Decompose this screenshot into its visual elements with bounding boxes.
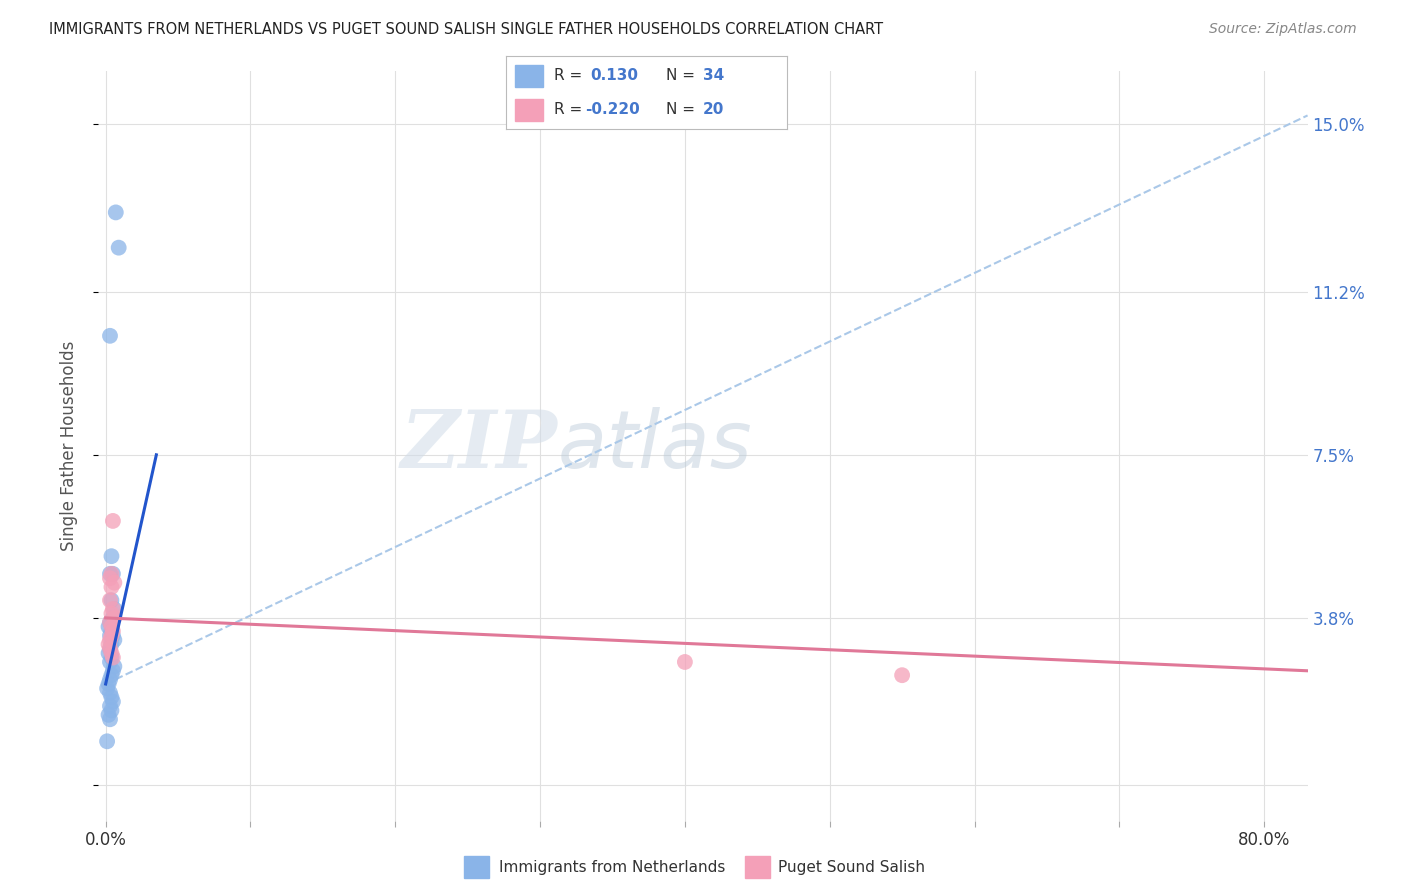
Point: [98, 566, 121, 581]
Point: [98, 328, 121, 343]
Point: [891, 668, 914, 682]
Point: [98, 673, 121, 687]
Point: [100, 580, 122, 594]
Text: N =: N =: [666, 102, 700, 117]
Point: [98, 712, 121, 726]
Point: [103, 575, 125, 590]
Point: [101, 514, 124, 528]
Point: [97, 677, 120, 691]
Text: Immigrants from Netherlands: Immigrants from Netherlands: [499, 860, 725, 874]
Point: [96, 734, 118, 748]
Point: [100, 703, 122, 717]
Point: [97, 620, 120, 634]
Point: [97, 637, 120, 651]
Point: [101, 566, 124, 581]
Point: [103, 659, 125, 673]
Point: [103, 611, 125, 625]
Point: [100, 668, 122, 682]
Text: 20: 20: [703, 102, 724, 117]
FancyBboxPatch shape: [515, 65, 543, 87]
Text: ZIP: ZIP: [401, 408, 558, 484]
Text: IMMIGRANTS FROM NETHERLANDS VS PUGET SOUND SALISH SINGLE FATHER HOUSEHOLDS CORRE: IMMIGRANTS FROM NETHERLANDS VS PUGET SOU…: [49, 22, 883, 37]
Point: [101, 695, 124, 709]
Point: [103, 602, 125, 616]
Point: [100, 624, 122, 639]
Point: [98, 593, 121, 607]
Point: [100, 646, 122, 660]
Text: atlas: atlas: [558, 407, 752, 485]
Text: N =: N =: [666, 69, 700, 84]
Point: [100, 637, 122, 651]
Point: [101, 624, 124, 639]
Y-axis label: Single Father Households: Single Father Households: [59, 341, 77, 551]
Point: [100, 566, 122, 581]
Point: [98, 699, 121, 714]
Text: 0.130: 0.130: [591, 69, 638, 84]
Point: [100, 690, 122, 705]
Point: [101, 628, 124, 642]
Point: [101, 664, 124, 678]
Text: Source: ZipAtlas.com: Source: ZipAtlas.com: [1209, 22, 1357, 37]
Point: [101, 602, 124, 616]
Point: [104, 205, 127, 219]
Text: R =: R =: [554, 102, 588, 117]
Text: R =: R =: [554, 69, 592, 84]
Point: [100, 620, 122, 634]
Point: [97, 646, 120, 660]
Point: [103, 632, 125, 647]
Text: Puget Sound Salish: Puget Sound Salish: [778, 860, 925, 874]
Point: [101, 611, 124, 625]
Point: [98, 686, 121, 700]
Point: [96, 681, 118, 696]
Point: [100, 650, 122, 665]
Point: [98, 655, 121, 669]
Point: [98, 615, 121, 630]
Point: [98, 628, 121, 642]
Point: [107, 241, 129, 255]
Point: [98, 641, 121, 656]
Point: [98, 632, 121, 647]
Point: [100, 628, 122, 642]
Point: [97, 707, 120, 722]
Point: [101, 650, 124, 665]
Point: [98, 615, 121, 630]
Point: [100, 593, 122, 607]
Text: -0.220: -0.220: [585, 102, 640, 117]
FancyBboxPatch shape: [515, 99, 543, 120]
Text: 34: 34: [703, 69, 724, 84]
Point: [98, 571, 121, 585]
Point: [673, 655, 696, 669]
Point: [98, 641, 121, 656]
Point: [100, 549, 122, 564]
Point: [100, 607, 122, 621]
